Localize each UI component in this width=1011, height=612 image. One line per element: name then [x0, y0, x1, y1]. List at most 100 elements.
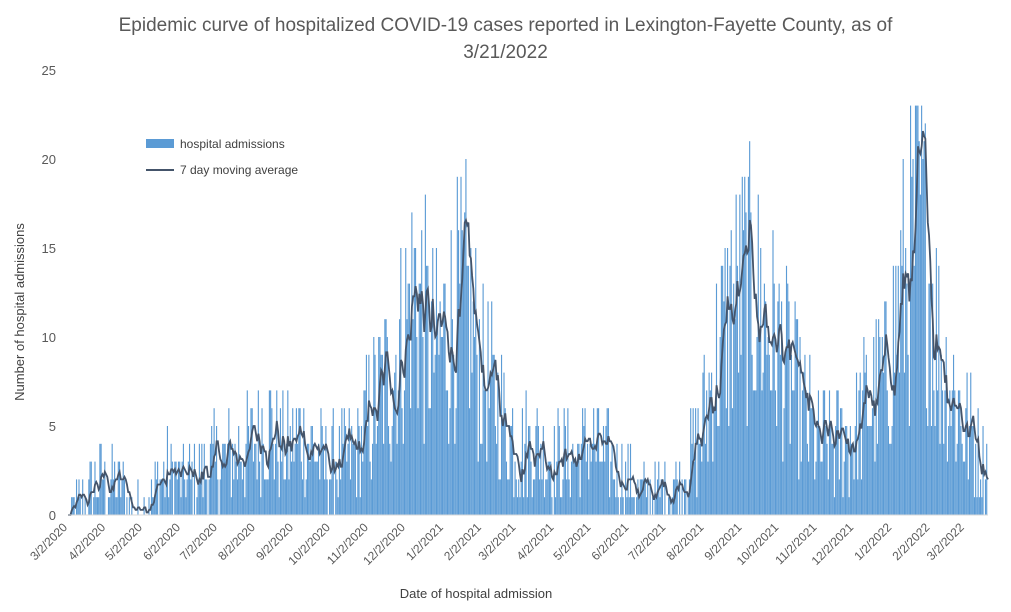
bar [297, 443, 299, 515]
bar [654, 461, 656, 515]
bar [510, 426, 512, 515]
bar [528, 426, 530, 515]
bar [839, 408, 842, 515]
bar [944, 390, 946, 515]
bar [444, 283, 446, 515]
bar [804, 354, 806, 515]
bar [968, 426, 971, 515]
bar [518, 479, 520, 515]
bar [933, 390, 935, 515]
bar [243, 461, 245, 515]
bar [186, 479, 188, 515]
bar [247, 426, 250, 515]
bar [826, 443, 828, 515]
bar [742, 230, 745, 515]
bar [432, 248, 434, 515]
bar [537, 426, 539, 515]
bar [394, 372, 396, 515]
bar [784, 354, 786, 515]
bar [222, 443, 224, 515]
x-tick-label: 3/2/2020 [27, 520, 70, 563]
bar [185, 497, 187, 515]
bar [335, 461, 337, 515]
bar [103, 479, 105, 515]
bar [830, 426, 832, 515]
bar [209, 443, 211, 515]
bar [606, 408, 608, 515]
bar [687, 497, 689, 515]
bar [740, 354, 742, 515]
bar [406, 319, 408, 515]
bar [77, 497, 79, 515]
bar [325, 426, 327, 515]
bar [903, 372, 905, 515]
bar [976, 497, 978, 515]
bar [266, 479, 268, 515]
bar [352, 443, 354, 515]
bar [847, 443, 849, 515]
x-tick-label: 4/2/2021 [514, 520, 557, 563]
bar [774, 390, 777, 515]
bar [864, 372, 866, 515]
bar [938, 265, 940, 515]
bar [545, 479, 547, 515]
bar [309, 461, 311, 515]
bar [180, 497, 182, 515]
bar [582, 408, 584, 515]
bar [110, 479, 112, 515]
bar [808, 461, 810, 515]
bar [99, 443, 101, 515]
bar [914, 105, 917, 515]
bar [540, 443, 542, 515]
bar [869, 426, 871, 515]
bar [453, 354, 455, 515]
bar [972, 426, 974, 515]
bar [760, 248, 762, 515]
bar [896, 354, 898, 515]
bar [810, 408, 812, 515]
bar [631, 497, 633, 515]
bar [609, 497, 611, 515]
bar [684, 479, 686, 515]
bar [342, 443, 344, 515]
bar [546, 479, 548, 515]
bar [800, 461, 802, 515]
bar [910, 105, 912, 515]
bar [819, 426, 821, 515]
bar [148, 497, 150, 515]
bar [782, 461, 784, 515]
bar [276, 390, 278, 515]
bar [795, 319, 797, 515]
bar [669, 497, 671, 515]
bar [344, 426, 347, 515]
bar [367, 426, 369, 515]
bar [724, 248, 726, 515]
bar [863, 337, 865, 515]
bar [902, 159, 904, 515]
bar [229, 443, 231, 515]
bar [337, 497, 339, 515]
bar [612, 479, 614, 515]
bar [940, 354, 942, 515]
bar [777, 301, 779, 515]
bar [799, 337, 801, 515]
bar [647, 479, 649, 515]
bar [82, 479, 84, 515]
bar [639, 479, 641, 515]
bar [289, 426, 291, 515]
bar [602, 426, 605, 515]
bar [966, 372, 968, 515]
bar [507, 479, 509, 515]
x-tick-label: 1/2/2022 [851, 520, 894, 563]
bar [137, 479, 139, 515]
bar [898, 372, 901, 515]
bar [503, 372, 505, 515]
bar [397, 390, 399, 515]
bar [387, 426, 390, 515]
bar [598, 408, 600, 515]
bar [797, 319, 799, 515]
bar [745, 212, 747, 515]
bar [827, 479, 829, 515]
bar [259, 461, 261, 515]
bar [941, 390, 944, 515]
